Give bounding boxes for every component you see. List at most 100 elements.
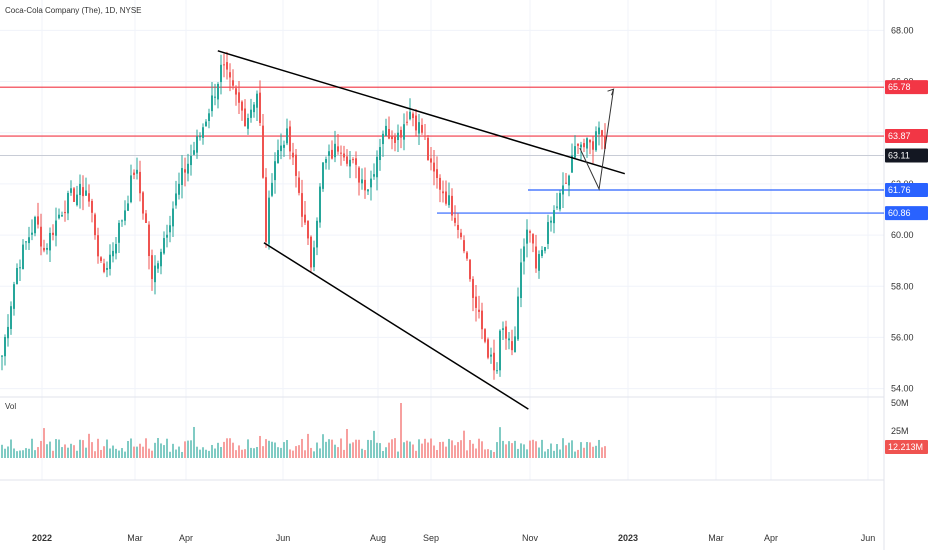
candle-body — [250, 109, 252, 118]
candle-body — [472, 279, 474, 298]
volume-bar — [85, 447, 87, 458]
candle-body — [406, 121, 408, 123]
candle-body — [190, 155, 192, 166]
volume-bar — [373, 430, 375, 458]
volume-bar — [514, 440, 516, 458]
volume-bar — [211, 444, 213, 458]
candle-body — [412, 113, 414, 119]
candle-body — [181, 168, 183, 186]
candle-body — [256, 93, 258, 108]
candle-body — [337, 146, 339, 152]
volume-bar — [568, 442, 570, 458]
volume-bar — [439, 442, 441, 458]
level-tag — [885, 206, 928, 221]
candle-body — [364, 179, 366, 191]
candle-body — [295, 154, 297, 176]
volume-bar — [271, 441, 273, 458]
candle-body — [19, 267, 21, 269]
volume-bar — [511, 443, 513, 458]
time-axis[interactable]: 2022 Mar Apr Jun Aug Sep Nov 2023 Mar Apr Jun — [32, 533, 875, 543]
volume-bar — [241, 449, 243, 458]
candle-body — [166, 234, 168, 238]
candle-body — [214, 96, 216, 98]
volume-bar — [184, 441, 186, 458]
candle-body — [1, 355, 3, 357]
volume-bar — [541, 439, 543, 458]
volume-bar — [424, 438, 426, 458]
volume-bar — [328, 439, 330, 458]
candle-body — [499, 330, 501, 371]
candle-body — [55, 220, 57, 236]
candle-body — [139, 171, 141, 194]
volume-bar — [100, 449, 102, 458]
candle-body — [217, 83, 219, 100]
volume-bar — [31, 438, 33, 458]
volume-bar — [550, 443, 552, 458]
volume-bar — [526, 449, 528, 458]
volume-bar — [592, 446, 594, 458]
candle-body — [259, 92, 261, 123]
volume-bar — [256, 447, 258, 458]
volume-bar — [445, 446, 447, 458]
volume-bar — [295, 446, 297, 458]
candle-body — [283, 144, 285, 148]
candle-body — [313, 247, 315, 268]
candle-body — [592, 141, 594, 150]
volume-bar — [574, 451, 576, 458]
candle-body — [160, 251, 162, 267]
volume-bar — [307, 433, 309, 458]
volume-bar — [589, 442, 591, 458]
candle-body — [379, 147, 381, 161]
volume-bar — [418, 439, 420, 458]
candle-body — [571, 155, 573, 173]
symbol-title: Coca-Cola Company (The), 1D, NYSE — [5, 6, 142, 15]
candle-body — [82, 187, 84, 197]
volume-bar — [577, 449, 579, 458]
candle-body — [520, 262, 522, 299]
volume-tick-label: 50M — [891, 398, 909, 408]
candle-body — [484, 329, 486, 342]
candle-body — [403, 124, 405, 140]
volume-bar — [247, 439, 249, 458]
candle-body — [514, 336, 516, 353]
candle-body — [457, 224, 459, 230]
candle-body — [265, 177, 267, 242]
volume-bar — [73, 445, 75, 458]
volume-bar — [322, 434, 324, 458]
candle-body — [466, 252, 468, 259]
candle-body — [4, 336, 6, 357]
volume-bar — [292, 450, 294, 458]
volume-bar — [289, 449, 291, 458]
volume-bar — [109, 448, 111, 458]
candle-body — [409, 111, 411, 120]
candle-body — [433, 162, 435, 172]
volume-bar — [115, 448, 117, 458]
candle-body — [124, 210, 126, 221]
candle-body — [226, 62, 228, 70]
volume-bar — [265, 439, 267, 458]
candle-body — [508, 338, 510, 341]
candle-body — [517, 296, 519, 340]
volume-bar — [334, 444, 336, 458]
candle-body — [7, 326, 9, 339]
price-tags: 65.78 63.87 61.76 60.86 63.11 12.213M — [885, 80, 928, 454]
candle-body — [223, 64, 225, 66]
candle-body — [367, 189, 369, 192]
volume-bar — [601, 447, 603, 458]
volume-bar — [298, 445, 300, 458]
candle-body — [427, 137, 429, 161]
volume-bar — [451, 440, 453, 458]
volume-bar — [277, 447, 279, 458]
volume-bar — [400, 403, 402, 458]
candle-body — [292, 152, 294, 158]
volume-bar — [52, 450, 54, 458]
candle-body — [583, 143, 585, 148]
volume-bar — [79, 439, 81, 458]
candle-body — [544, 247, 546, 251]
candle-body — [589, 139, 591, 143]
candle-body — [22, 244, 24, 270]
candle-body — [511, 341, 513, 351]
time-tick-label: Nov — [522, 533, 539, 543]
candle-body — [241, 101, 243, 111]
